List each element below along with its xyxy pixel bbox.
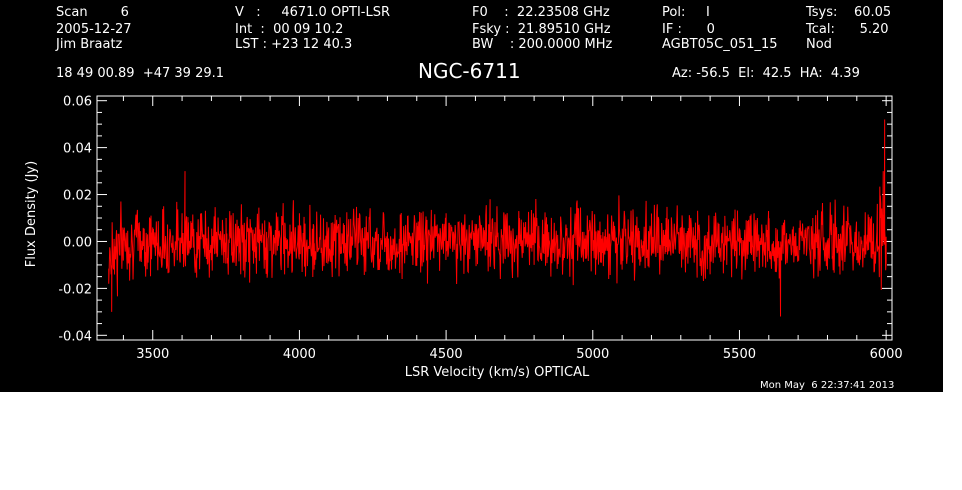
series-line xyxy=(108,119,887,317)
spectrum-chart: 3500 4000 4500 5000 5500 6000 -0.04 -0.02 0.00 0.… xyxy=(24,95,903,380)
y-tick-label: -0.04 xyxy=(58,329,92,344)
tick-labels: 3500 4000 4500 5000 5500 6000 -0.04 -0.02 0.00 0.… xyxy=(58,95,902,362)
if-label: IF : 0 xyxy=(662,22,715,37)
x-tick-label: 6000 xyxy=(870,347,903,362)
y-tick-label: 0.02 xyxy=(63,189,92,204)
velocity-label: V : 4671.0 OPTI-LSR xyxy=(235,5,391,20)
tcal-label: Tcal: 5.20 xyxy=(806,22,889,37)
y-tick-label: 0.04 xyxy=(63,142,92,157)
sky-frequency-label: Fsky : 21.89510 GHz xyxy=(472,22,611,37)
tsys-label: Tsys: 60.05 xyxy=(806,5,892,20)
y-tick-label: 0.00 xyxy=(63,235,92,250)
x-tick-label: 4500 xyxy=(430,347,463,362)
date-label: 2005-12-27 xyxy=(56,22,132,37)
lst-label: LST : +23 12 40.3 xyxy=(235,37,353,52)
x-tick-label: 5500 xyxy=(723,347,756,362)
y-tick-label: 0.06 xyxy=(63,95,92,110)
source-name: NGC-6711 xyxy=(418,59,521,83)
coordinates-label: 18 49 00.89 +47 39 29.1 xyxy=(56,66,225,81)
azel-label: Az: -56.5 El: 42.5 HA: 4.39 xyxy=(672,66,860,81)
plot-panel xyxy=(0,0,943,392)
y-tick-label: -0.02 xyxy=(58,282,92,297)
bandwidth-label: BW : 200.0000 MHz xyxy=(472,37,613,52)
observer-label: Jim Braatz xyxy=(56,37,123,52)
procedure-label: Nod xyxy=(806,37,832,52)
project-label: AGBT05C_051_15 xyxy=(662,37,778,52)
polarization-label: Pol: I xyxy=(662,5,710,20)
x-tick-label: 3500 xyxy=(136,347,169,362)
rest-frequency-label: F0 : 22.23508 GHz xyxy=(472,5,610,20)
y-axis-label: Flux Density (Jy) xyxy=(24,161,39,267)
x-axis-label: LSR Velocity (km/s) OPTICAL xyxy=(405,365,590,380)
plot-frame xyxy=(96,95,893,341)
integration-label: Int : 00 09 10.2 xyxy=(235,22,344,37)
series-group xyxy=(108,119,887,317)
timestamp-label: Mon May 6 22:37:41 2013 xyxy=(760,380,895,391)
x-tick-label: 4000 xyxy=(283,347,316,362)
scan-label: Scan 6 xyxy=(56,5,129,20)
x-tick-label: 5000 xyxy=(576,347,609,362)
axis-ticks xyxy=(97,96,892,340)
